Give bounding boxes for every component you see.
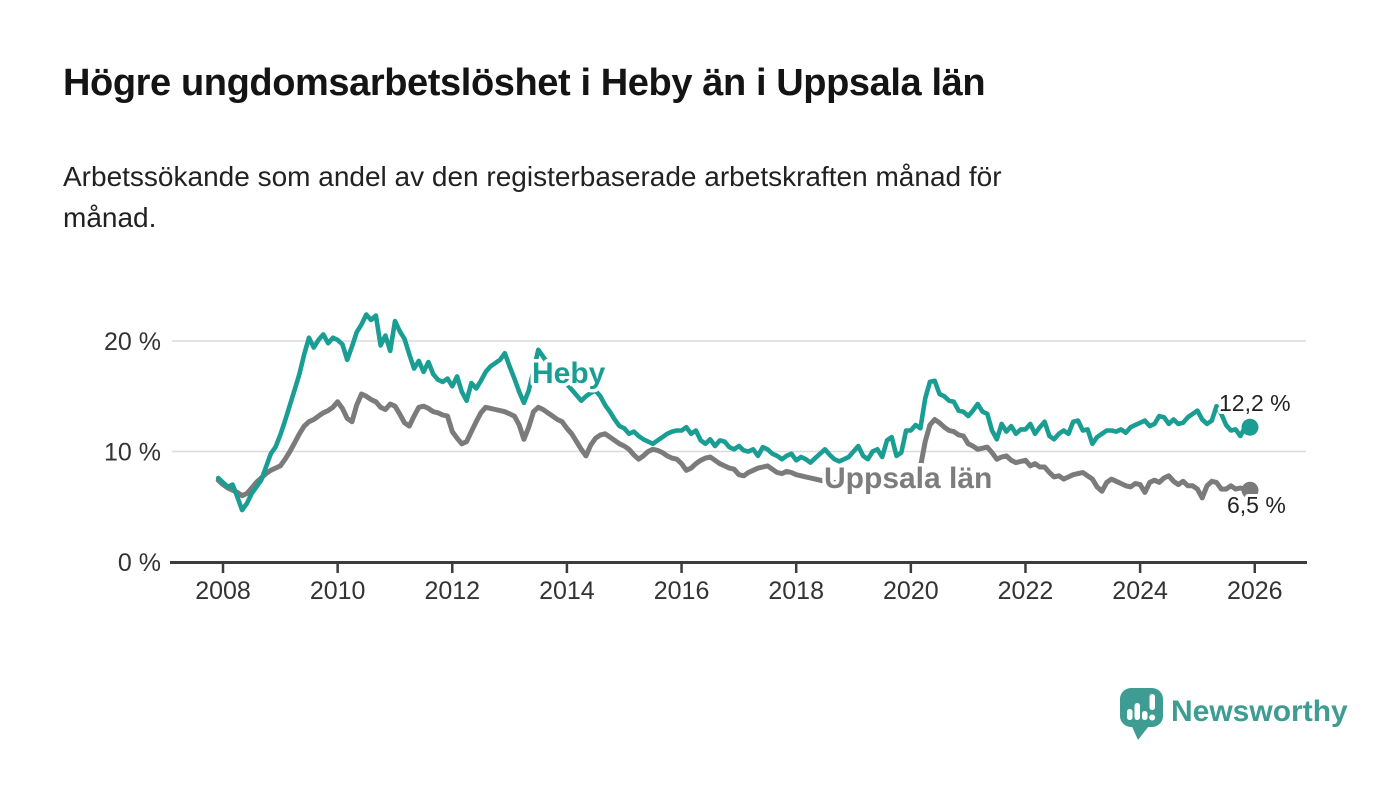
newsworthy-logo: Newsworthy [1120,688,1348,740]
x-axis-tick-label-2008: 2008 [195,577,251,605]
newsworthy-logo-text: Newsworthy [1171,695,1348,728]
x-axis-tick-label-2016: 2016 [654,577,710,605]
x-axis-ticks [221,563,1257,573]
x-axis-tick-label-2020: 2020 [883,577,939,605]
heby-end-value-label: 12,2 % [1219,390,1291,416]
x-axis-tick-label-2022: 2022 [998,577,1054,605]
newsworthy-logo-icon [1120,688,1163,740]
heby-line [215,312,1253,513]
chart-subtitle: Arbetssökande som andel av den registerb… [63,156,1002,238]
heby-end-dot [1241,418,1259,436]
page-title: Högre ungdomsarbetslöshet i Heby än i Up… [63,62,986,104]
x-axis-tick-label-2026: 2026 [1227,577,1283,605]
x-axis-tick-label-2010: 2010 [310,577,366,605]
uppsala-lan-series-label: Uppsala län [824,462,992,495]
y-axis-tick-label-10: 10 % [104,439,161,467]
chart-subtitle-line1: Arbetssökande som andel av den registerb… [63,161,1002,192]
y-axis-tick-label-0: 0 % [118,549,161,577]
uppsala-lan-line [215,391,1253,501]
logo-bar-1 [1127,709,1133,720]
logo-exclamation-dot [1149,714,1156,721]
logo-bar-2 [1134,703,1140,720]
x-axis-tick-label-2018: 2018 [768,577,824,605]
x-axis-tick-label-2024: 2024 [1112,577,1168,605]
x-axis-labels: 2008 2010 2012 2014 2016 2018 2020 2022 2024 2026 [195,577,1282,605]
logo-bar-3 [1142,711,1148,720]
heby-series-label: Heby [532,357,606,390]
x-axis-tick-label-2012: 2012 [424,577,480,605]
y-axis-tick-label-20: 20 % [104,328,161,356]
y-axis-labels: 0 % 10 % 20 % [104,328,161,577]
gridlines [172,340,1306,453]
chart-subtitle-line2: månad. [63,202,157,233]
uppsala-lan-end-value-label: 6,5 % [1227,492,1286,518]
x-axis-tick-label-2014: 2014 [539,577,595,605]
uppsala-lan-end-dot [1241,481,1259,499]
logo-exclamation-bar [1149,694,1155,710]
